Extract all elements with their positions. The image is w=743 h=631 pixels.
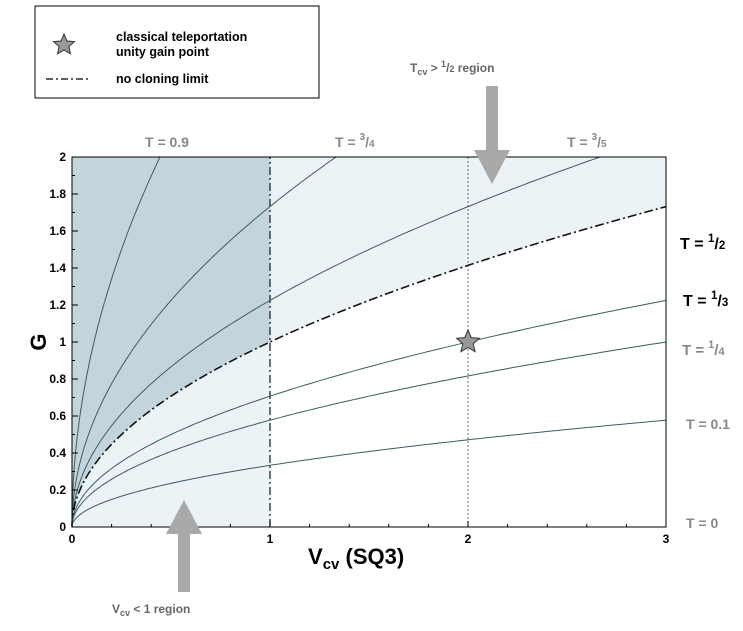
x-tick-label: 2 [465, 532, 472, 546]
series-line-t-0-3333 [71, 299, 667, 527]
legend-label-2: no cloning limit [116, 72, 209, 86]
label-t-0: T = 0 [686, 515, 719, 531]
y-tick-label: 1.6 [49, 224, 66, 238]
label-t-0-1: T = 0.1 [686, 416, 730, 432]
legend-label-1b: unity gain point [116, 45, 210, 59]
y-tick-label: 0 [59, 520, 66, 534]
y-tick-label: 0.2 [49, 483, 66, 497]
label-t-1-4: T = 1/4 [682, 339, 724, 359]
annotation-vcv-region: Vcv < 1 region [112, 602, 190, 618]
annotation-tcv-region: Tcv > 1/2 region [410, 59, 494, 77]
arrow-up-bottom [166, 500, 202, 592]
region-arrows: Tcv > 1/2 region Vcv < 1 region [112, 59, 510, 618]
series-labels: T = 0.9 T = 3/4 T = 3/5 T = 1/2 T = 1/3 T = 1… [145, 132, 730, 531]
y-tick-label: 2 [59, 150, 66, 164]
y-tick-label: 0.8 [49, 372, 66, 386]
y-tick-label: 1.2 [49, 298, 66, 312]
y-axis-label: G [26, 333, 51, 350]
label-t-1-3: T = 1/3 [683, 290, 728, 310]
legend-star-icon [52, 32, 76, 55]
series-line-t-0-25 [71, 341, 667, 527]
y-tick-label: 1.4 [49, 261, 66, 275]
legend-box [34, 5, 320, 99]
series-line-t-0-5 [71, 205, 667, 527]
label-t-3-5: T = 3/5 [567, 132, 607, 150]
y-tick-label: 0.6 [49, 409, 66, 423]
label-t-1-2: T = 1/2 [680, 233, 725, 253]
y-tick-label: 1 [59, 335, 66, 349]
arrow-down-top [474, 86, 510, 184]
y-tick-label: 0.4 [49, 446, 66, 460]
label-t-0-9: T = 0.9 [145, 134, 189, 150]
label-t-3-4: T = 3/4 [335, 132, 375, 150]
x-tick-label: 0 [69, 532, 76, 546]
legend-label-1a: classical teleportation [116, 30, 247, 44]
shaded-regions [72, 157, 666, 527]
y-tick-label: 1.8 [49, 187, 66, 201]
series-line-t-0-6 [71, 156, 601, 527]
unity-gain-star-icon [455, 328, 481, 353]
series-line-t-0-1 [71, 419, 667, 527]
x-tick-label: 1 [267, 532, 274, 546]
x-axis-label: Vcv (SQ3) [308, 544, 404, 573]
axes: 0 1 2 3 0 0.2 0.4 0.6 0.8 1 1.2 1.4 1.6 1.8 2 G Vcv (SQ3… [26, 150, 670, 573]
x-tick-label: 3 [663, 532, 670, 546]
series-line-t-0-75 [71, 156, 337, 527]
series-line-t-0-9 [71, 156, 161, 527]
markers [455, 328, 481, 353]
